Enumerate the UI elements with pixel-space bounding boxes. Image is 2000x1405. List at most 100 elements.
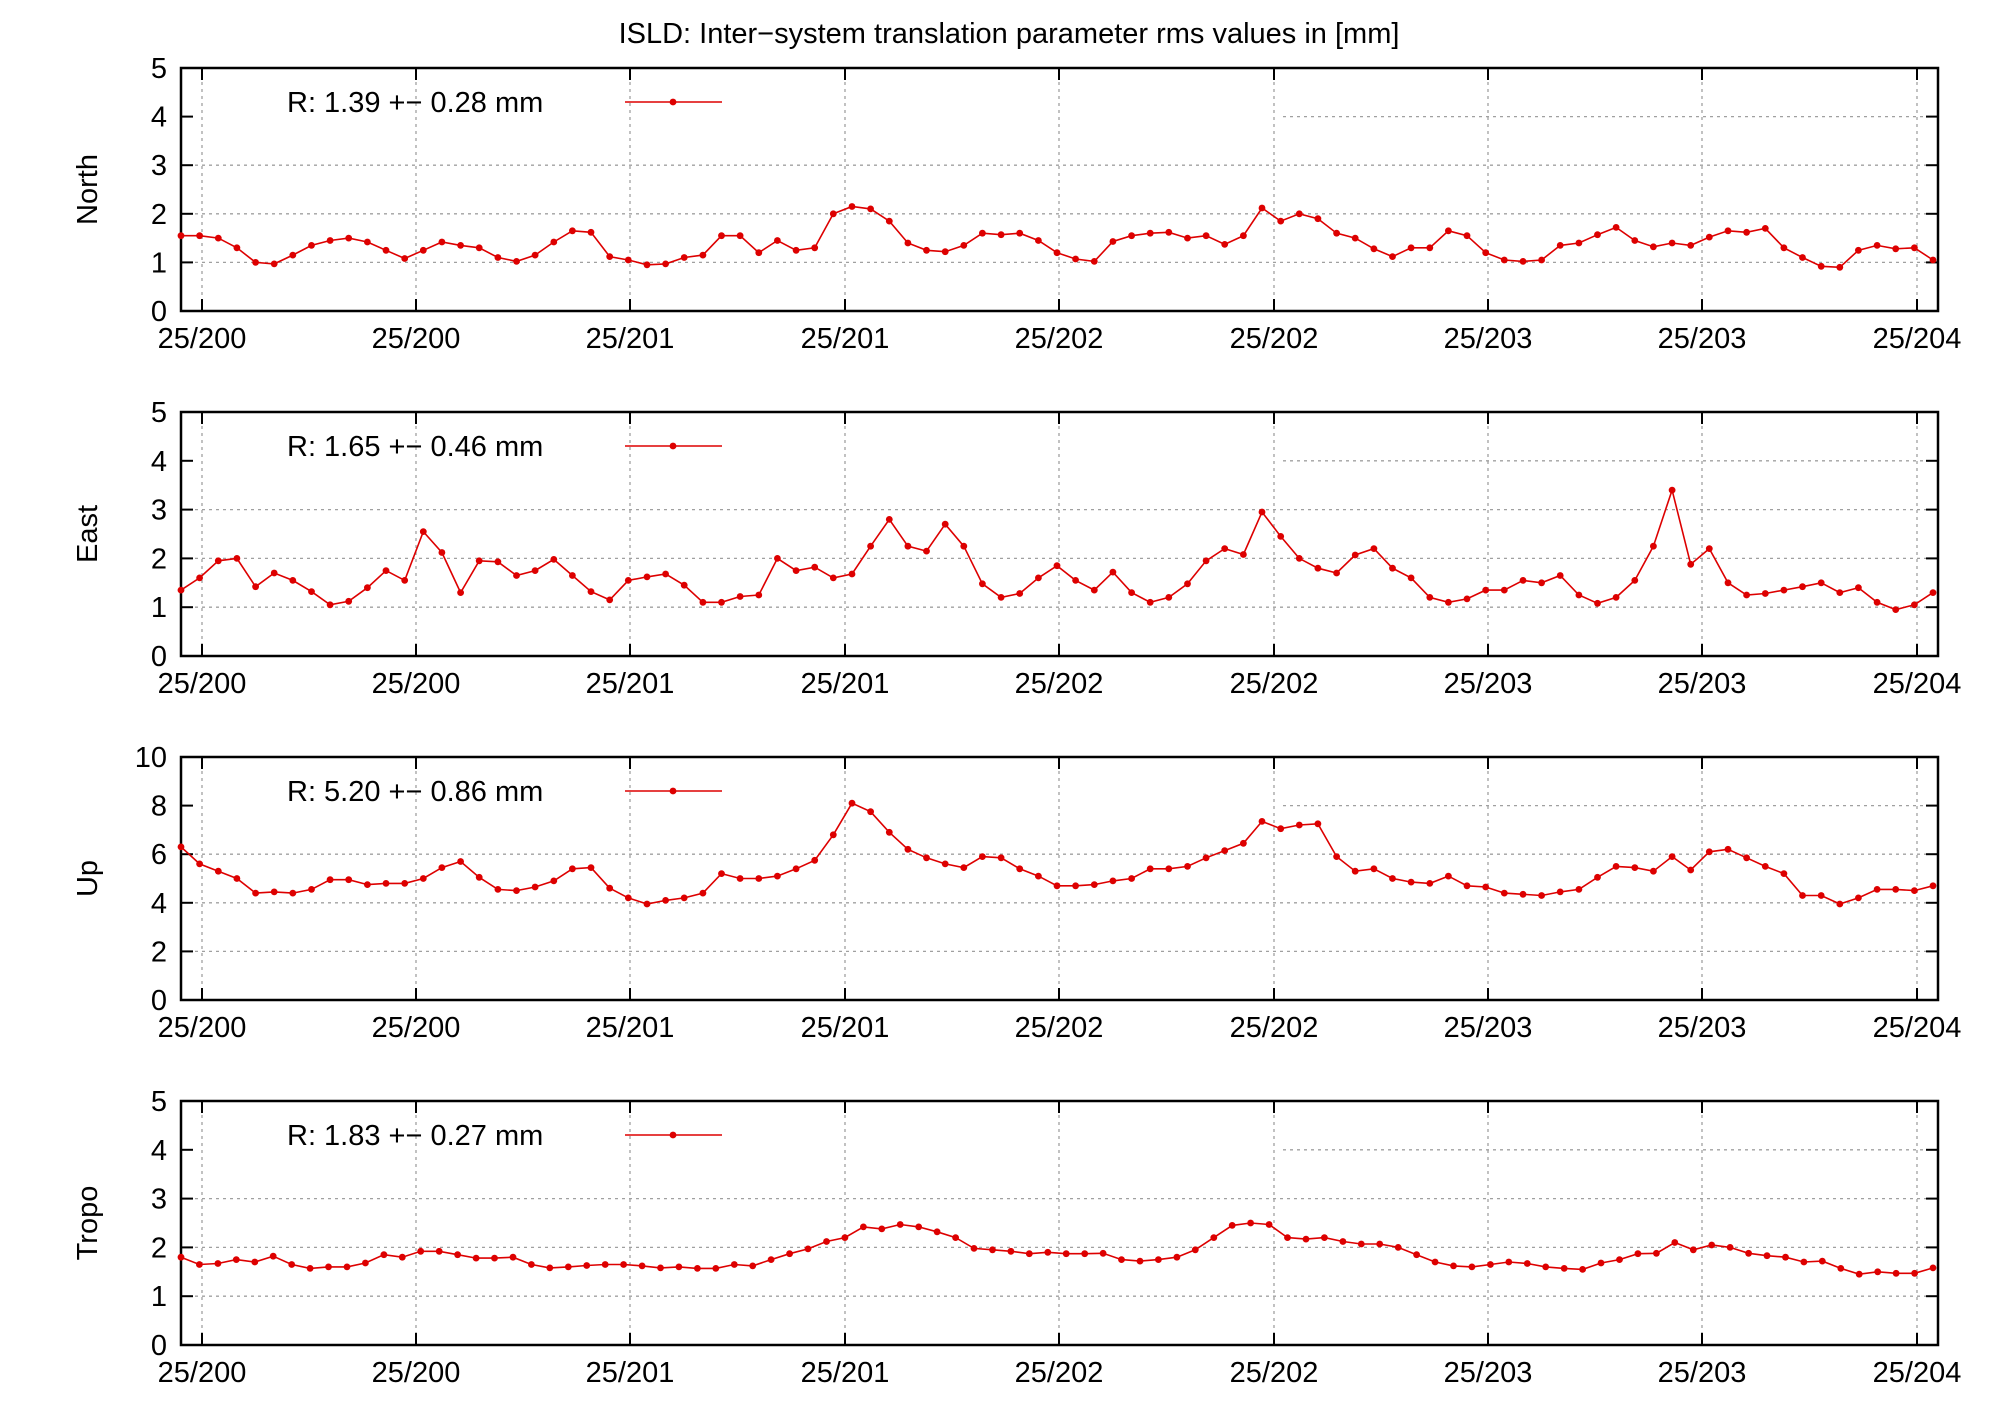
data-point [1538,579,1545,587]
data-point [531,251,539,259]
data-point [848,799,856,807]
data-point [1426,594,1434,601]
data-point [177,1253,185,1261]
x-tick-label: 25/203 [1658,1012,1747,1044]
x-tick-label: 25/201 [586,323,675,355]
data-point [382,567,390,574]
data-point [569,572,576,579]
data-point [1500,889,1508,897]
data-point [233,244,241,252]
data-point [1724,227,1732,235]
data-point [308,886,315,893]
data-point [960,242,968,249]
data-point [1929,589,1937,596]
data-point [860,1223,867,1231]
data-point [494,886,502,893]
plot-frame [179,755,1940,1002]
data-point [1284,1234,1291,1241]
series-line [181,205,1934,269]
x-tick-label: 25/204 [1873,323,1962,355]
data-point [1650,243,1657,251]
data-point [398,1253,406,1261]
data-point [1146,229,1154,237]
data-point [1184,580,1191,588]
x-tick-label: 25/200 [372,1357,461,1389]
data-point [606,596,614,604]
plot-frame [179,66,1940,313]
data-point [1612,594,1620,601]
y-tick-label: 4 [151,1135,167,1167]
data-point [1314,564,1322,572]
data-point [1597,1259,1605,1267]
data-point [1560,1265,1568,1272]
data-point [288,1261,296,1268]
data-point [1321,1234,1328,1241]
data-point [1594,873,1601,881]
data-point [513,572,520,579]
data-point [730,1261,738,1268]
data-point [1389,875,1396,882]
data-point [419,875,427,882]
data-point [1687,866,1695,874]
data-point [583,1262,591,1269]
data-point [699,598,707,606]
data-point [774,237,781,244]
data-point [472,1254,480,1262]
data-point [1929,256,1937,264]
data-point [528,1261,535,1268]
data-point [952,1234,959,1241]
plot-frame [179,1099,1940,1347]
data-point [326,876,334,884]
data-point [718,598,725,606]
data-point [736,593,744,600]
data-point [1855,894,1862,902]
data-point [1929,882,1937,890]
data-point [177,232,185,240]
data-point [1482,249,1490,257]
x-tick-label: 25/201 [586,668,675,700]
data-point [829,574,837,582]
data-point [1538,892,1545,899]
y-tick-label: 2 [151,1232,167,1264]
data-point [1035,574,1042,582]
data-point [1634,1250,1642,1258]
data-point [1556,888,1564,896]
data-point [1500,256,1508,264]
data-point [270,569,278,577]
data-point [1295,555,1303,562]
data-point [1191,1246,1199,1254]
data-point [1463,882,1471,890]
data-point [326,237,334,244]
data-point [923,246,930,254]
data-point [699,889,707,897]
data-point [1128,589,1135,596]
x-tick-label: 25/204 [1873,1357,1962,1389]
data-point [1782,1253,1789,1261]
data-point [177,843,185,851]
data-point [1873,598,1881,606]
data-point [1689,1246,1697,1254]
data-point [1184,863,1191,870]
data-point [1426,244,1434,252]
data-point [1333,229,1340,237]
data-point [1482,586,1490,594]
data-point [1668,239,1676,247]
data-point [345,234,353,242]
data-point [1892,1269,1900,1277]
data-point [1519,890,1527,898]
data-point [289,889,297,897]
data-point [1724,845,1732,853]
data-point [624,577,632,584]
data-point [494,254,502,261]
x-tick-label: 25/200 [158,668,247,700]
data-point [792,246,800,254]
x-tick-label: 25/202 [1015,668,1104,700]
x-tick-label: 25/201 [801,1012,890,1044]
data-point [675,1263,683,1271]
data-point [1594,231,1601,239]
data-point [1631,577,1639,584]
data-point [1146,598,1154,606]
data-point [1258,204,1266,212]
data-point [1836,263,1844,271]
data-point [1333,569,1340,577]
